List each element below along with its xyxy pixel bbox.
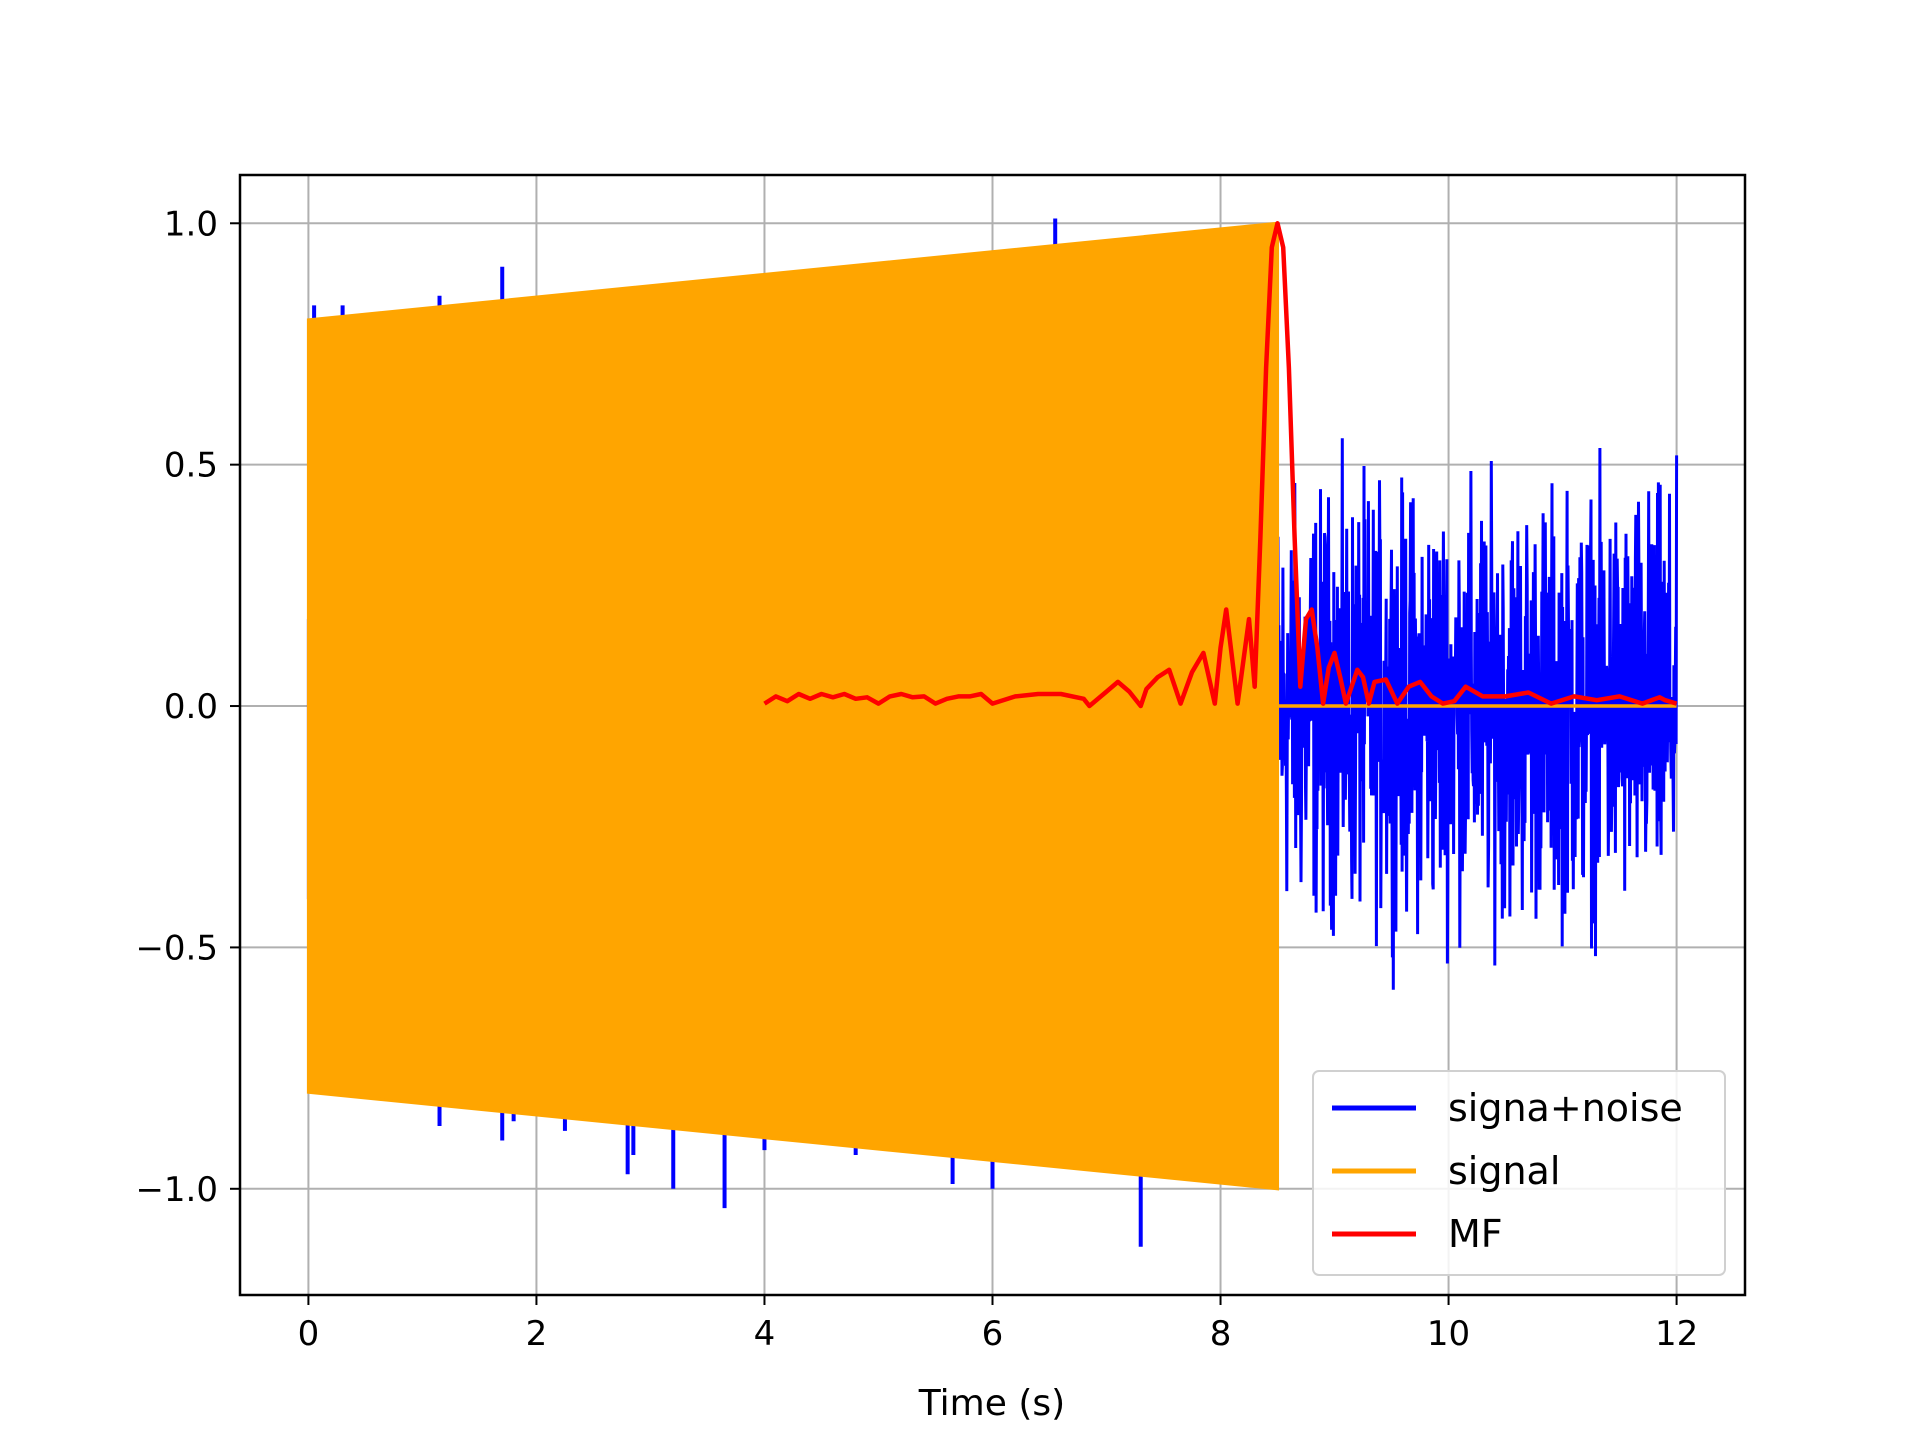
series-mf-line bbox=[763, 221, 1678, 709]
legend-box bbox=[1312, 1070, 1726, 1276]
x-tick-label: 4 bbox=[754, 1314, 776, 1354]
x-tick-label: 10 bbox=[1427, 1314, 1470, 1354]
x-tick-label: 6 bbox=[982, 1314, 1004, 1354]
y-tick-label: 1.0 bbox=[164, 204, 218, 244]
legend-label-mf: MF bbox=[1448, 1212, 1503, 1256]
x-axis-label: Time (s) bbox=[918, 1383, 1065, 1424]
x-tick-label: 2 bbox=[526, 1314, 548, 1354]
series-signal-envelope bbox=[306, 221, 1280, 1191]
legend-label-signal: signal bbox=[1448, 1149, 1560, 1193]
legend-label-signa-noise: signa+noise bbox=[1448, 1086, 1683, 1130]
x-tick-label: 12 bbox=[1655, 1314, 1698, 1354]
y-tick-label: 0.0 bbox=[164, 687, 218, 727]
x-tick-label: 0 bbox=[298, 1314, 320, 1354]
y-tick-label: −1.0 bbox=[135, 1170, 218, 1210]
axes-ticks: 0 2 4 6 8 10 12 −1.0 −0.5 0.0 0.5 1.0 bbox=[135, 204, 1698, 1354]
series-layer bbox=[306, 218, 1679, 1247]
x-tick-label: 8 bbox=[1210, 1314, 1232, 1354]
y-tick-label: 0.5 bbox=[164, 446, 218, 486]
legend: signa+noise signal MF bbox=[1312, 1070, 1726, 1276]
series-signa-noise-line bbox=[1276, 438, 1679, 990]
y-tick-label: −0.5 bbox=[135, 928, 218, 968]
